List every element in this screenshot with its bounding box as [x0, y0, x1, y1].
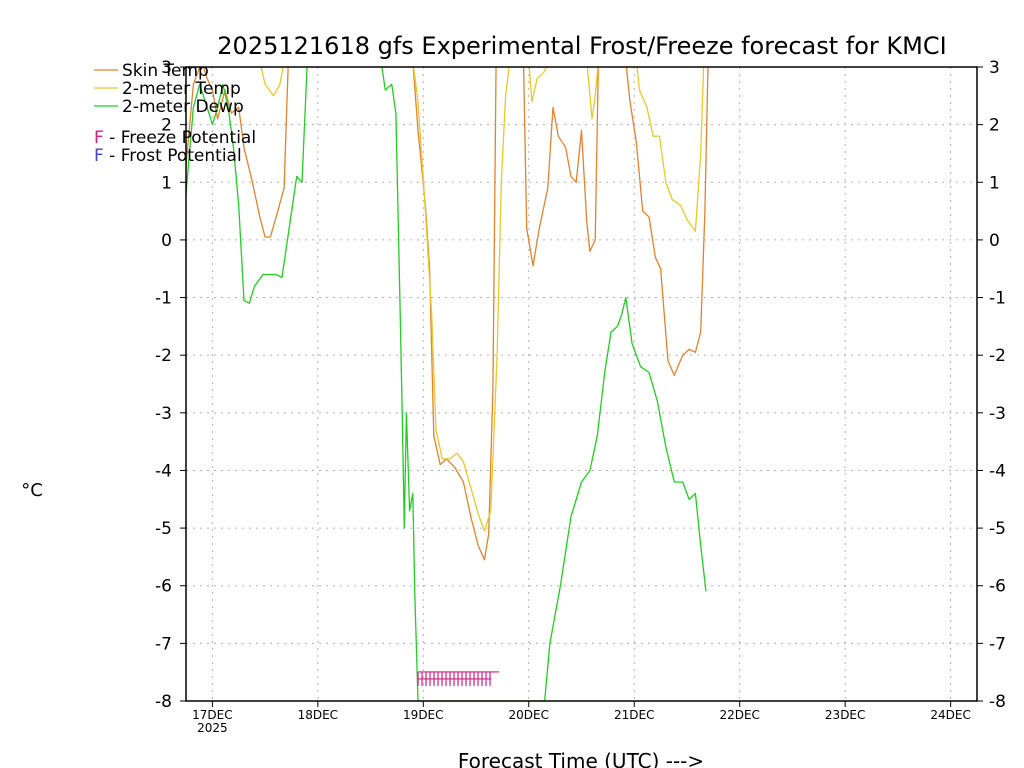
- series-lines: [186, 67, 709, 701]
- legend-label: Skin Temp: [122, 61, 209, 81]
- y-tick-label-left: 0: [161, 231, 172, 251]
- y-tick-label-right: -7: [989, 634, 1006, 654]
- y-tick-label-left: 2: [161, 116, 172, 136]
- series-line-2-meter-dewp: [186, 67, 707, 701]
- y-tick-label-left: -2: [155, 346, 172, 366]
- x-tick-label: 22DEC: [719, 708, 759, 722]
- legend-potential-entry: F - Freeze Potential: [94, 128, 256, 148]
- series-line-skin-temp: [186, 67, 709, 561]
- y-axis-label: °C: [21, 480, 43, 501]
- x-tick-label: 18DEC: [298, 708, 338, 722]
- y-axis-ticks: -8 -8 -7 -7 -6 -6 -5 -5 -4 -4 -3 -3 -2 -2 -1 -1 0 0 1 1 2 2 3 3: [155, 58, 1006, 712]
- legend-potential-letter: F: [94, 128, 104, 148]
- grid-lines: [186, 67, 977, 701]
- x-tick-label: 23DEC: [825, 708, 865, 722]
- y-tick-label-left: -5: [155, 519, 172, 539]
- legend-potential-text: - Freeze Potential: [104, 128, 256, 148]
- legend-label: 2-meter Dewp: [122, 97, 244, 117]
- chart-title: 2025121618 gfs Experimental Frost/Freeze…: [217, 32, 946, 60]
- freeze-potential-marks: [417, 671, 500, 686]
- legend-potential-letter: F: [94, 146, 104, 166]
- x-axis-label: Forecast Time (UTC) --->: [458, 749, 704, 768]
- x-tick-label: 19DEC: [403, 708, 443, 722]
- series-clip-group: [186, 67, 709, 701]
- y-tick-label-right: -3: [989, 404, 1006, 424]
- y-tick-label-right: 3: [989, 58, 1000, 78]
- y-tick-label-right: -2: [989, 346, 1006, 366]
- y-tick-label-left: -1: [155, 289, 172, 309]
- y-tick-label-right: -5: [989, 519, 1006, 539]
- y-tick-label-left: 3: [161, 58, 172, 78]
- y-tick-label-right: -4: [989, 461, 1006, 481]
- y-tick-label-right: -8: [989, 692, 1006, 712]
- x-tick-label: 21DEC: [614, 708, 654, 722]
- legend-potential-text: - Frost Potential: [104, 146, 242, 166]
- legend-label: 2-meter Temp: [122, 79, 241, 99]
- y-tick-label-left: -6: [155, 577, 172, 597]
- x-tick-label: 20DEC: [509, 708, 549, 722]
- y-tick-label-left: -4: [155, 461, 172, 481]
- y-tick-label-left: -3: [155, 404, 172, 424]
- y-tick-label-left: -7: [155, 634, 172, 654]
- y-tick-label-right: 0: [989, 231, 1000, 251]
- y-tick-label-right: 2: [989, 116, 1000, 136]
- x-tick-label: 17DEC: [192, 708, 232, 722]
- y-tick-label-right: 1: [989, 173, 1000, 193]
- x-tick-year-label: 2025: [197, 721, 228, 735]
- plot-frame: [185, 66, 978, 702]
- y-tick-label-left: -8: [155, 692, 172, 712]
- x-tick-label: 24DEC: [930, 708, 970, 722]
- y-tick-label-right: -1: [989, 289, 1006, 309]
- legend-potential-entry: F - Frost Potential: [94, 146, 242, 166]
- y-tick-label-right: -6: [989, 577, 1006, 597]
- series-line-2-meter-temp: [260, 67, 705, 532]
- y-tick-label-left: 1: [161, 173, 172, 193]
